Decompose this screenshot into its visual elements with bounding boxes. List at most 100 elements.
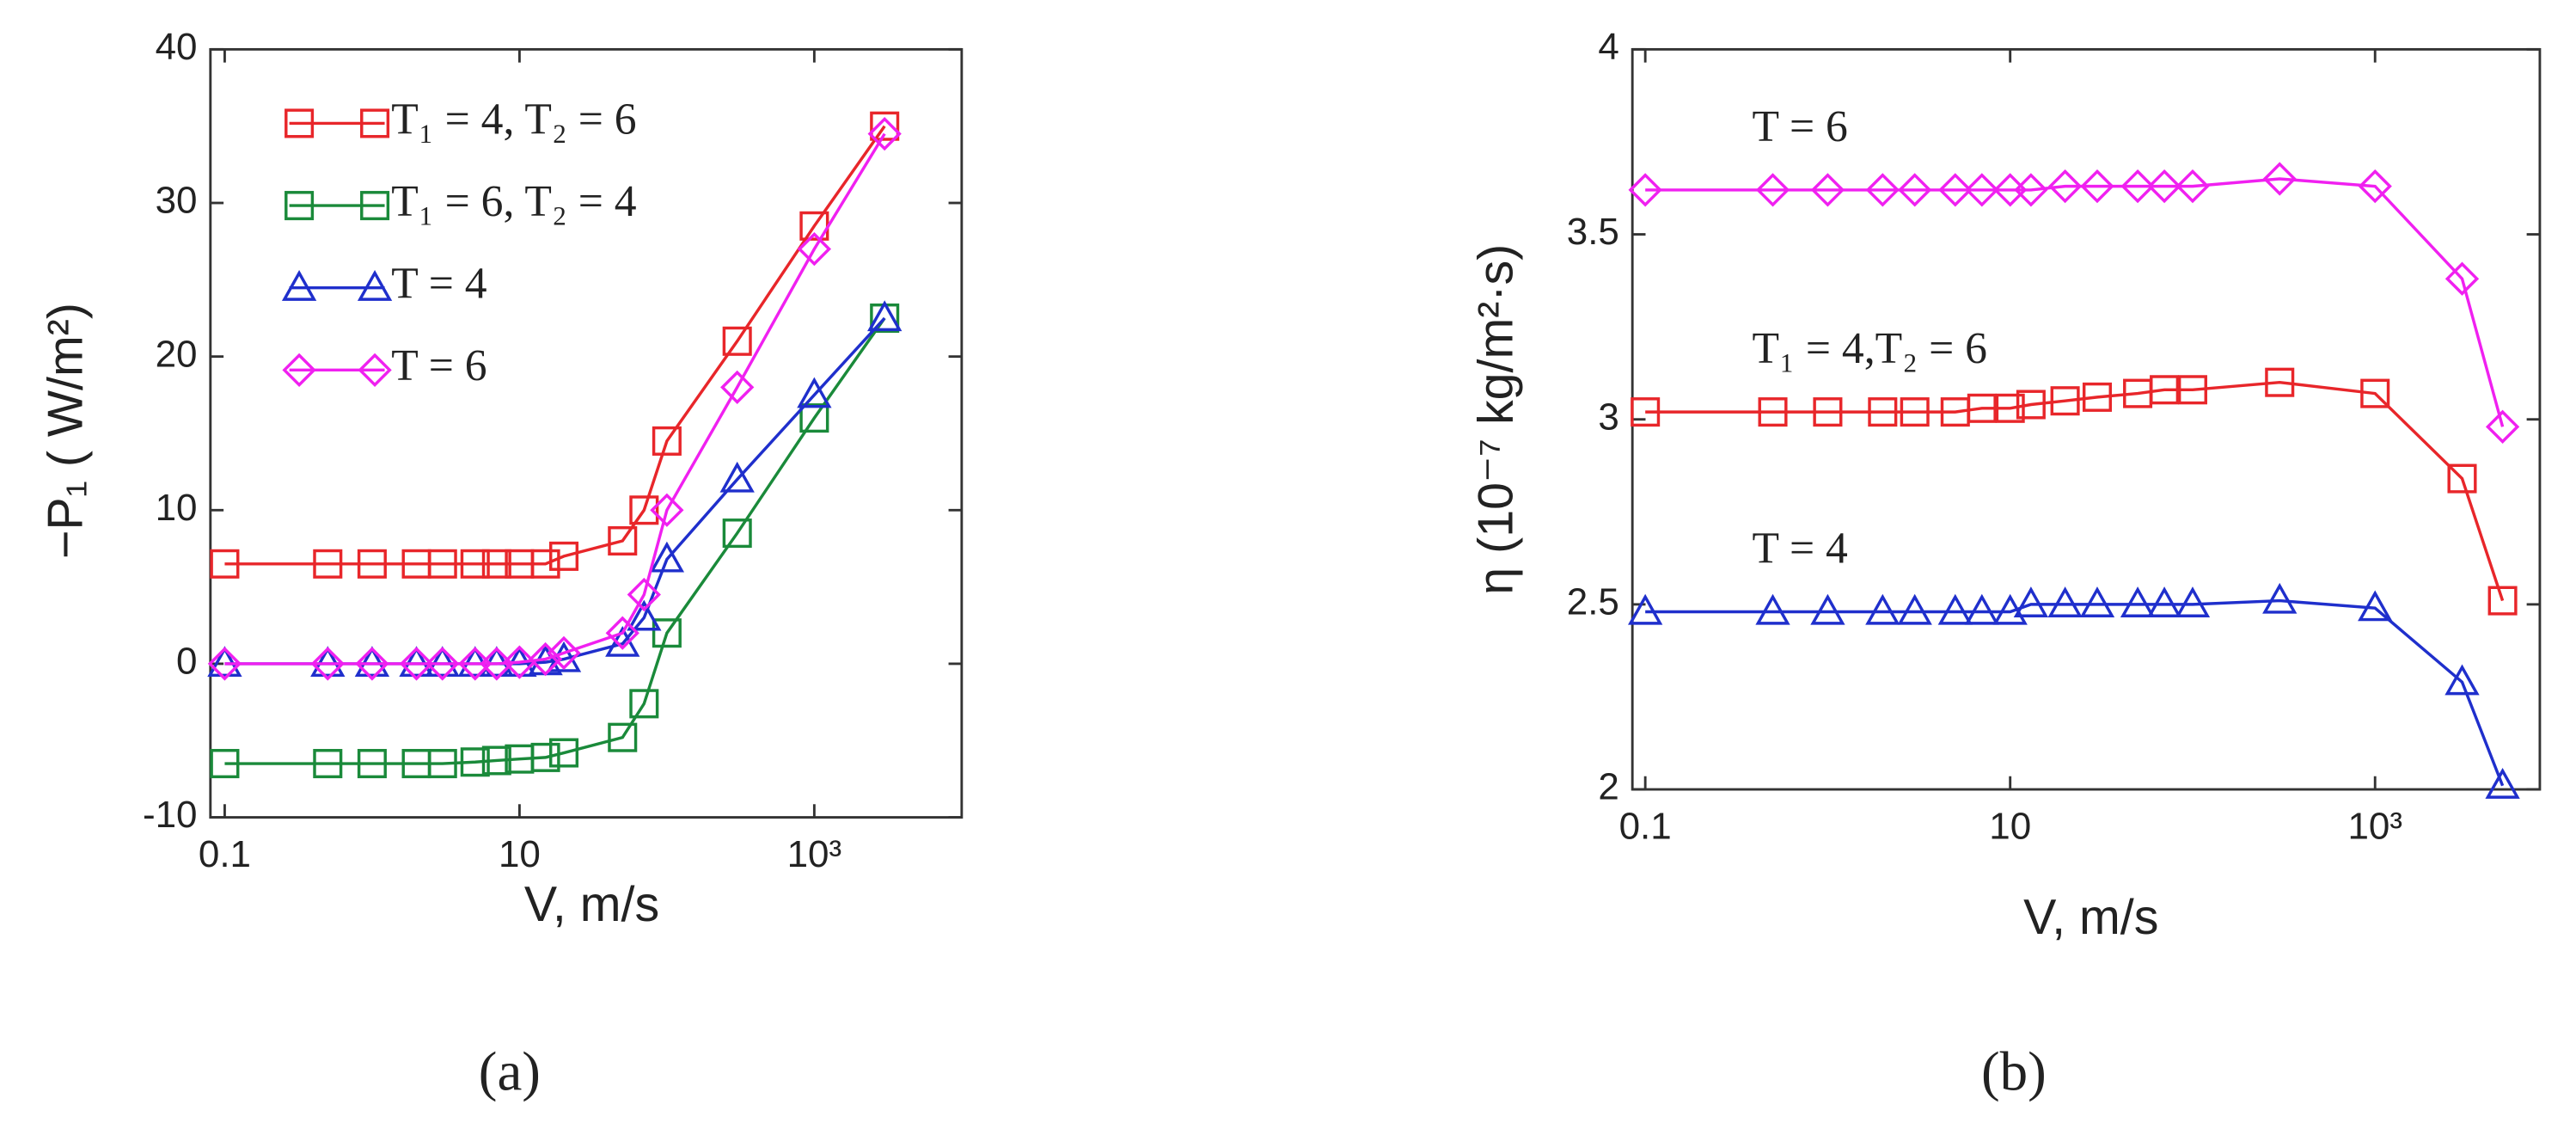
marker — [281, 269, 317, 301]
marker — [1992, 593, 2028, 625]
marker — [652, 426, 682, 456]
marker — [2485, 409, 2520, 444]
series-label: T₁ = 4,T₂ = 6 — [1752, 324, 1986, 373]
marker — [358, 353, 392, 387]
marker — [2262, 162, 2297, 196]
marker — [460, 747, 490, 777]
marker — [2262, 582, 2298, 614]
marker — [425, 647, 460, 681]
marker — [285, 108, 315, 138]
y-tick-label: 4 — [1598, 26, 1618, 68]
marker — [649, 541, 685, 573]
marker — [354, 646, 390, 678]
x-tick-label: 10³ — [787, 833, 842, 875]
marker — [608, 525, 638, 556]
marker — [310, 647, 345, 681]
marker — [548, 541, 579, 571]
marker — [210, 749, 240, 779]
caption: (a) — [479, 1041, 541, 1103]
legend-label: T₁ = 6, T₂ = 4 — [391, 177, 636, 226]
marker — [481, 549, 511, 579]
marker — [357, 549, 387, 579]
marker — [797, 377, 832, 408]
caption: (b) — [1981, 1041, 2047, 1103]
marker — [629, 689, 659, 719]
marker — [650, 493, 684, 527]
marker — [2175, 169, 2210, 204]
marker — [1995, 393, 2025, 423]
y-tick-label: 20 — [156, 333, 198, 375]
marker — [2013, 586, 2049, 617]
marker — [360, 191, 390, 221]
marker — [1628, 593, 1663, 625]
marker — [548, 738, 579, 768]
marker — [1900, 397, 1930, 427]
marker — [719, 461, 755, 493]
marker — [2014, 173, 2048, 207]
y-tick-label: 2.5 — [1567, 581, 1619, 623]
marker — [605, 616, 639, 650]
marker — [310, 646, 346, 678]
marker — [799, 403, 829, 433]
marker — [652, 618, 682, 648]
marker — [1964, 593, 1999, 625]
marker — [1758, 397, 1788, 427]
marker — [1967, 393, 1997, 423]
marker — [1868, 397, 1898, 427]
chart: 0.1 10 10³ 2 2.5 3 3.5 4 V, m/s η (10⁻⁷ kg/m²·s) (… — [1468, 26, 2542, 1103]
marker — [1810, 173, 1845, 207]
marker — [1937, 593, 1973, 625]
marker — [627, 577, 661, 612]
y-axis-label: −P₁ ( W/m²) — [38, 303, 93, 559]
marker — [2485, 768, 2520, 799]
marker — [1813, 397, 1843, 427]
marker — [2447, 463, 2477, 494]
y-tick-label: 0 — [176, 641, 197, 683]
plot-frame — [209, 47, 964, 819]
series-line — [1645, 380, 2505, 602]
x-tick-label: 0.1 — [1619, 806, 1672, 848]
y-axis-label: η (10⁻⁷ kg/m²·s) — [1468, 244, 1523, 595]
marker — [207, 646, 242, 678]
marker — [2146, 586, 2182, 617]
marker — [2175, 586, 2211, 617]
marker — [427, 749, 457, 779]
marker — [2047, 586, 2083, 617]
marker — [210, 549, 240, 579]
marker — [546, 641, 582, 672]
marker — [427, 549, 457, 579]
x-tick-label: 10³ — [2347, 806, 2402, 848]
marker — [357, 269, 393, 301]
series-label: T = 4 — [1752, 524, 1847, 573]
marker — [313, 549, 343, 579]
x-tick-label: 10 — [1989, 806, 2031, 848]
marker — [870, 111, 900, 141]
series-line — [1645, 598, 2505, 787]
marker — [629, 495, 659, 525]
marker — [530, 549, 560, 579]
marker — [425, 646, 460, 678]
marker — [360, 108, 390, 138]
marker — [2150, 375, 2180, 405]
marker — [2360, 378, 2390, 408]
x-axis-label: V, m/s — [2023, 890, 2158, 945]
y-tick-label: 3.5 — [1567, 211, 1619, 253]
marker — [530, 742, 560, 772]
marker — [2016, 390, 2046, 420]
marker — [2358, 169, 2392, 204]
marker — [2120, 586, 2156, 617]
y-tick-label: 30 — [156, 180, 198, 222]
marker — [1898, 173, 1932, 207]
plot-frame — [1631, 47, 2542, 791]
marker — [2050, 386, 2080, 416]
marker — [797, 231, 832, 267]
marker — [2444, 664, 2480, 696]
marker — [2047, 169, 2083, 204]
y-tick-label: -10 — [143, 794, 198, 836]
marker — [357, 749, 387, 779]
marker — [722, 518, 752, 549]
marker — [282, 353, 316, 387]
y-tick-label: 2 — [1598, 766, 1618, 808]
